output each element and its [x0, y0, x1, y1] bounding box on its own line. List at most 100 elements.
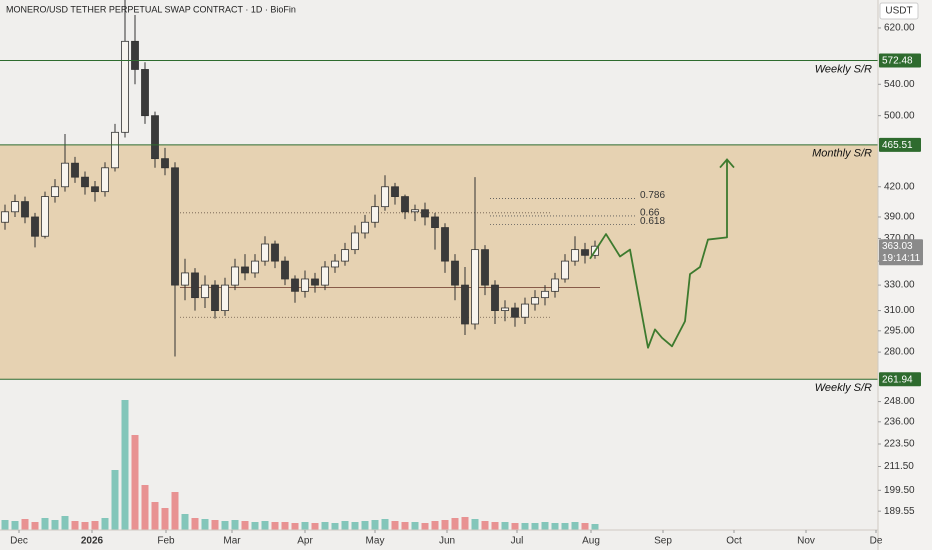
candle-body: [101, 167, 109, 193]
y-tick-label: 236.00: [884, 416, 915, 427]
volume-bar: [101, 518, 109, 530]
candle-body: [481, 249, 489, 286]
volume-bar: [61, 516, 69, 530]
axis-layer: 620.00540.00500.00420.00390.00370.00350.…: [10, 23, 923, 547]
volume-bar: [271, 522, 279, 530]
volume-bar: [251, 522, 259, 530]
y-tick-label: 280.00: [884, 347, 915, 358]
volume-bar: [151, 502, 159, 530]
candle-body: [241, 266, 249, 274]
candle-body: [71, 162, 79, 178]
y-tick-label: 295.00: [884, 325, 915, 336]
volume-bar: [71, 521, 79, 530]
fib-label: 0.786: [640, 190, 665, 201]
candle-body: [391, 186, 399, 197]
volume-bar: [171, 492, 179, 530]
candle-body: [561, 260, 569, 280]
volume-bar: [581, 523, 589, 530]
candle-body: [571, 249, 579, 262]
candle-body: [201, 284, 209, 299]
x-tick-label: Mar: [223, 536, 241, 547]
volume-bar: [111, 470, 119, 530]
candle-body: [181, 272, 189, 286]
plot-area: 0.786 0.660.618 Weekly S/R Monthly S/R Weekl…: [0, 0, 878, 530]
candle-body: [271, 243, 279, 262]
y-tick-label: 248.00: [884, 396, 915, 407]
candle-body: [31, 216, 39, 237]
volume-bar: [121, 400, 129, 530]
y-tick-label: 211.50: [884, 461, 914, 472]
volume-bar: [541, 522, 549, 530]
sr-label: Monthly S/R: [812, 148, 872, 160]
volume-bar: [491, 522, 499, 530]
candle-body: [261, 243, 269, 262]
volume-bar: [551, 523, 559, 530]
volume-bar: [361, 521, 369, 530]
volume-bar: [261, 521, 269, 530]
volume-bar: [451, 518, 459, 530]
candle-body: [331, 260, 339, 268]
volume-bar: [351, 522, 359, 530]
volume-bar: [431, 521, 439, 530]
candle-body: [321, 266, 329, 286]
candle-body: [111, 131, 119, 169]
level-tag-label: 261.94: [882, 374, 913, 385]
x-tick-label: Sep: [654, 536, 672, 547]
volume-bar: [241, 521, 249, 530]
candle-body: [451, 260, 459, 286]
x-tick-label: Jun: [439, 536, 455, 547]
price-tag-label: 363.03: [882, 241, 913, 252]
volume-bar: [41, 518, 49, 530]
level-tag: [879, 372, 921, 387]
volume-bar: [161, 508, 169, 530]
sr-zone: [0, 144, 878, 380]
volume-bar: [571, 522, 579, 530]
currency[interactable]: USDT: [885, 6, 912, 17]
fib-label: 0.618: [640, 216, 665, 227]
price-tag: [879, 239, 923, 266]
candle-body: [461, 284, 469, 325]
x-tick-label: Aug: [582, 536, 600, 547]
candle-body: [141, 69, 149, 117]
volume-bar: [291, 523, 299, 530]
candle-body: [91, 186, 99, 193]
candle-body: [211, 284, 219, 311]
volume-bar: [561, 523, 569, 530]
volume-bar: [311, 523, 319, 530]
candle-body: [541, 290, 549, 299]
x-tick-label: 2026: [81, 536, 104, 547]
candle-body: [231, 266, 239, 286]
candle-body: [221, 284, 229, 311]
candle-body: [291, 278, 299, 292]
y-tick-label: 390.00: [884, 212, 915, 223]
volume-bar: [401, 522, 409, 530]
volume-bar: [81, 522, 89, 530]
volume-bar: [301, 522, 309, 530]
volume-bar: [331, 523, 339, 530]
volume-bar: [461, 517, 469, 530]
volume-bar: [441, 520, 449, 530]
y-tick-label: 420.00: [884, 181, 915, 192]
candle-body: [421, 209, 429, 218]
volume-bar: [511, 523, 519, 530]
volume-bar: [501, 522, 509, 530]
x-tick-label: Oct: [726, 536, 742, 547]
candle-body: [21, 201, 29, 218]
candle-body: [281, 260, 289, 280]
volume-bar: [591, 524, 599, 530]
candle-body: [51, 186, 59, 197]
volume-bar: [201, 519, 209, 530]
candle-body: [11, 201, 19, 213]
countdown: 19:14:11: [882, 253, 921, 264]
projection-arrow: [719, 158, 735, 169]
candle-body: [1, 211, 9, 223]
candle-body: [401, 196, 409, 213]
candle-body: [431, 216, 439, 228]
currency-box[interactable]: [879, 2, 919, 20]
projection-path: [589, 159, 728, 349]
candle-body: [411, 209, 419, 213]
candle-body: [81, 176, 89, 188]
sr-label: Weekly S/R: [815, 382, 872, 394]
x-tick-label: De: [870, 536, 883, 547]
candle-body: [311, 278, 319, 286]
